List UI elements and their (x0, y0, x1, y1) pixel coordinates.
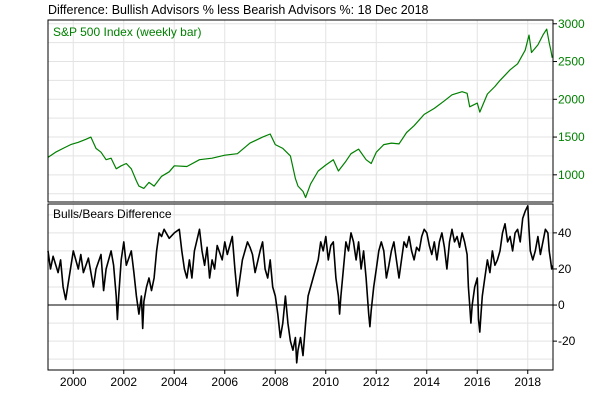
x-tick-label: 2006 (211, 375, 238, 389)
y-tick-label: 0 (558, 298, 565, 312)
bulls-bears-series-label: Bulls/Bears Difference (53, 207, 172, 221)
y-tick-label: 2500 (558, 55, 585, 69)
bulls-bears-y-axis: -20 0 20 40 (553, 226, 576, 348)
y-tick-label: 1500 (558, 130, 585, 144)
x-tick-label: 2010 (312, 375, 339, 389)
x-tick-label: 2002 (110, 375, 137, 389)
bulls-bears-panel: -20 0 20 40 2000 2002 2004 2006 2008 2010 2012 201… (47, 203, 576, 389)
series-line (47, 28, 553, 199)
bulls-bears-gridlines (48, 204, 553, 370)
x-tick-label: 2014 (413, 375, 440, 389)
sp500-gridlines (48, 20, 553, 202)
x-tick-label: 2004 (161, 375, 188, 389)
series-line (47, 205, 553, 364)
y-tick-label: 3000 (558, 17, 585, 31)
year-x-axis: 2000 2002 2004 2006 2008 2010 2012 2014 2016 2018 (60, 370, 541, 389)
sp500-y-axis: 1000 1500 2000 2500 3000 (553, 17, 585, 182)
y-tick-label: 1000 (558, 168, 585, 182)
bulls-bears-series (47, 205, 553, 364)
x-tick-label: 2016 (464, 375, 491, 389)
y-tick-label: 20 (558, 262, 572, 276)
x-tick-label: 2018 (514, 375, 541, 389)
sp500-series-label: S&P 500 Index (weekly bar) (53, 25, 202, 39)
sp500-panel: 1000 1500 2000 2500 3000 S&P 500 Index (week… (47, 17, 585, 203)
x-tick-label: 2012 (363, 375, 390, 389)
y-tick-label: -20 (558, 334, 576, 348)
sp500-panel-frame (47, 19, 554, 203)
chart-title: Difference: Bullish Advisors % less Bear… (48, 3, 429, 17)
x-tick-label: 2008 (262, 375, 289, 389)
bulls-bears-panel-frame (47, 203, 554, 371)
sp500-series (47, 28, 553, 199)
y-tick-label: 40 (558, 226, 572, 240)
x-tick-label: 2000 (60, 375, 87, 389)
y-tick-label: 2000 (558, 92, 585, 106)
